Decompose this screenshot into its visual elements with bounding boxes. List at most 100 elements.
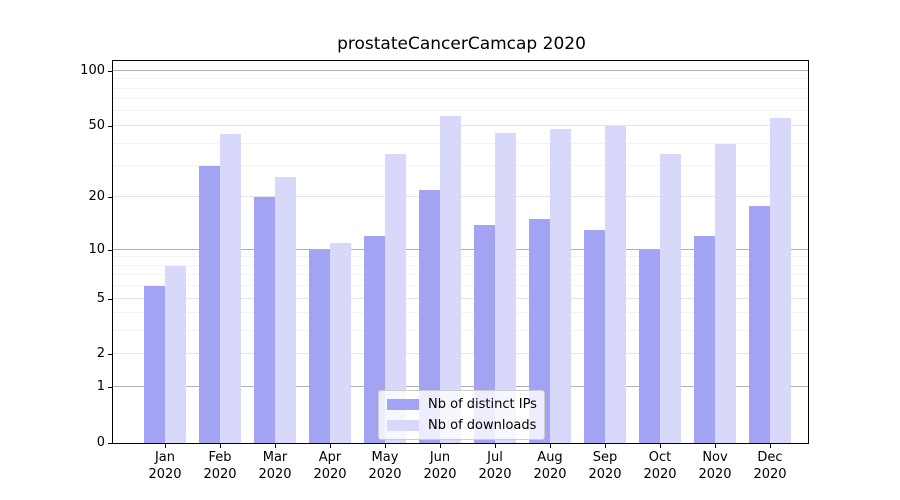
legend-swatch-ips [387,399,419,410]
x-tick-year: 2020 [313,466,347,482]
x-tick-month: Jun [429,450,451,465]
x-tick-label-aug: Aug 2020 [510,450,590,483]
y-tick-mark-50 [108,125,112,127]
x-tick-year: 2020 [368,466,402,482]
x-tick-label-may: May 2020 [345,450,425,483]
legend-item-distinct-ips: Nb of distinct IPs [387,397,537,412]
x-tick-label-mar: Mar 2020 [235,450,315,483]
x-tick-mark-nov [715,444,716,448]
x-tick-month: Apr [318,450,342,465]
x-tick-month: Mar [262,450,288,465]
x-tick-label-apr: Apr 2020 [290,450,370,483]
bar-downloads-apr [330,242,351,443]
bar-downloads-feb [220,134,241,443]
x-tick-year: 2020 [533,466,567,482]
x-tick-mark-may [385,444,386,448]
bar-downloads-jan [165,265,186,443]
x-tick-month: Aug [537,450,563,465]
x-tick-label-feb: Feb 2020 [180,450,260,483]
y-tick-label-5: 5 [96,290,105,306]
bar-ips-aug [529,219,550,443]
bar-ips-feb [199,166,220,443]
bar-ips-jan [144,286,165,443]
x-tick-mark-jun [440,444,441,448]
x-tick-label-jan: Jan 2020 [125,450,205,483]
y-tick-mark-5 [108,298,112,300]
x-tick-year: 2020 [588,466,622,482]
y-tick-label-50: 50 [88,117,105,133]
plot-area [112,60,809,444]
bar-downloads-sep [605,125,626,443]
x-tick-year: 2020 [423,466,457,482]
chart-title: prostateCancerCamcap 2020 [337,34,586,54]
x-tick-label-dec: Dec 2020 [730,450,810,483]
y-tick-label-1: 1 [96,379,105,395]
x-tick-mark-mar [275,444,276,448]
x-tick-month: Jul [487,450,503,465]
gridline-minor-70 [113,98,808,100]
x-tick-month: Jan [154,450,176,465]
bar-downloads-aug [550,129,571,443]
x-tick-label-sep: Sep 2020 [565,450,645,483]
x-tick-year: 2020 [643,466,677,482]
x-tick-label-nov: Nov 2020 [675,450,755,483]
bar-downloads-mar [275,177,296,443]
y-tick-mark-1 [108,387,112,389]
bar-downloads-jul [495,132,516,443]
y-tick-mark-0 [108,443,112,444]
bar-ips-oct [639,249,660,443]
gridline-100 [113,69,808,71]
y-tick-label-0: 0 [96,435,105,450]
bar-downloads-nov [715,143,736,443]
y-tick-mark-100 [108,70,112,72]
gridline-minor-80 [113,87,808,89]
gridline-minor-90 [113,78,808,80]
x-tick-mark-jul [495,444,496,448]
x-tick-year: 2020 [258,466,292,482]
legend-label-downloads: Nb of downloads [428,418,537,433]
x-tick-year: 2020 [478,466,512,482]
y-tick-mark-20 [108,197,112,199]
x-tick-year: 2020 [753,466,787,482]
y-tick-mark-2 [108,354,112,356]
x-tick-month: Sep [592,450,618,465]
x-tick-mark-jan [165,444,166,448]
y-tick-label-100: 100 [80,62,105,78]
y-tick-mark-10 [108,249,112,251]
y-tick-label-2: 2 [96,346,105,362]
bar-ips-mar [254,197,275,443]
bar-ips-apr [309,249,330,443]
legend-item-downloads: Nb of downloads [387,418,536,433]
bar-ips-sep [584,230,605,443]
x-tick-mark-aug [550,444,551,448]
y-tick-label-10: 10 [88,241,105,257]
x-tick-mark-apr [330,444,331,448]
gridline-minor-60 [113,110,808,112]
legend-swatch-downloads [387,420,419,431]
x-tick-month: May [371,450,399,465]
bar-ips-jun [419,190,440,443]
legend: Nb of distinct IPs Nb of downloads [378,390,545,440]
bar-downloads-may [385,154,406,443]
x-tick-year: 2020 [148,466,182,482]
bar-downloads-dec [770,118,791,443]
x-tick-mark-dec [770,444,771,448]
x-tick-month: Oct [648,450,672,465]
bar-ips-dec [749,205,770,443]
y-tick-label-20: 20 [88,189,105,205]
x-tick-mark-sep [605,444,606,448]
x-tick-month: Dec [757,450,783,465]
x-tick-month: Feb [208,450,232,465]
x-tick-label-jul: Jul 2020 [455,450,535,483]
bar-ips-jul [474,224,495,443]
x-tick-mark-oct [660,444,661,448]
x-tick-year: 2020 [698,466,732,482]
x-tick-label-oct: Oct 2020 [620,450,700,483]
bar-downloads-oct [660,154,681,443]
x-tick-month: Nov [702,450,728,465]
bar-ips-nov [694,236,715,443]
x-tick-mark-feb [220,444,221,448]
x-tick-year: 2020 [203,466,237,482]
x-tick-label-jun: Jun 2020 [400,450,480,483]
